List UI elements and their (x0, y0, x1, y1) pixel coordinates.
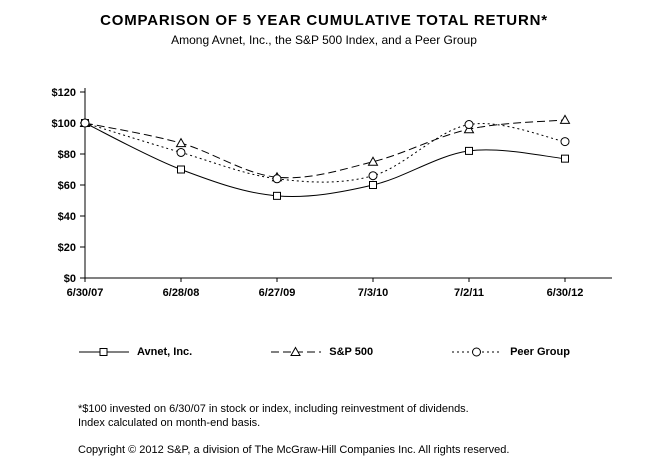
data-point-square-avnet-inc (177, 165, 185, 174)
chart-title: COMPARISON OF 5 YEAR CUMULATIVE TOTAL RE… (100, 12, 548, 29)
data-point-circle-peer-group (560, 137, 570, 147)
sp500-line-sample-icon (271, 346, 322, 356)
y-tick-label: $120 (52, 87, 76, 99)
legend-item-peer-group: Peer Group (451, 346, 570, 358)
x-tick-label: 7/3/10 (358, 287, 389, 299)
data-point-square-avnet-inc (561, 154, 569, 163)
footnote-block: *$100 invested on 6/30/07 in stock or in… (78, 402, 469, 430)
legend-label-avnet: Avnet, Inc. (137, 346, 193, 358)
data-point-triangle-s-p-500 (175, 137, 187, 148)
series-line-peer-group (84, 122, 566, 183)
data-point-triangle-s-p-500 (559, 114, 571, 124)
legend-label-peer-group: Peer Group (510, 346, 570, 358)
line-chart-canvas: $0 $20 $40 $60 $80 $100 $120 6/30/07 6/28/08 6/27… (52, 87, 612, 299)
x-tick-label: 6/27/09 (259, 287, 296, 299)
copyright-text: Copyright © 2012 S&P, a division of The … (78, 444, 510, 456)
data-point-circle-peer-group (272, 174, 282, 184)
x-tick-label: 6/28/08 (163, 287, 200, 299)
data-point-circle-peer-group (80, 118, 90, 128)
y-tick-label: $0 (64, 273, 76, 285)
legend-label-sp500: S&P 500 (329, 346, 374, 358)
avnet-line-sample-icon (79, 348, 130, 356)
series-line-s-p-500 (84, 119, 566, 179)
x-tick-label: 6/30/12 (547, 287, 584, 299)
data-point-circle-peer-group (368, 171, 378, 181)
y-tick-label: $100 (52, 118, 76, 130)
peer-group-line-sample-icon (452, 347, 503, 357)
y-tick-label: $40 (58, 211, 76, 223)
chart-legend: Avnet, Inc. S&P 500 Peer Group (0, 346, 648, 358)
footnote-line-1: *$100 invested on 6/30/07 in stock or in… (78, 403, 469, 415)
y-tick-label: $20 (58, 242, 76, 254)
data-point-square-avnet-inc (465, 146, 473, 155)
data-point-square-avnet-inc (369, 181, 377, 189)
x-tick-label: 6/30/07 (67, 287, 104, 299)
x-tick-label: 7/2/11 (454, 287, 484, 299)
data-point-square-avnet-inc (273, 191, 281, 200)
footnote-line-2: Index calculated on month-end basis. (78, 417, 261, 429)
data-point-circle-peer-group (176, 147, 186, 157)
y-tick-label: $60 (58, 180, 76, 192)
series-line-avnet-inc (84, 122, 566, 197)
legend-item-sp500: S&P 500 (270, 346, 373, 358)
legend-item-avnet: Avnet, Inc. (78, 346, 192, 358)
chart-subtitle: Among Avnet, Inc., the S&P 500 Index, an… (171, 33, 477, 47)
data-point-circle-peer-group (464, 120, 474, 130)
y-tick-label: $80 (58, 149, 76, 161)
data-point-triangle-s-p-500 (367, 156, 379, 166)
